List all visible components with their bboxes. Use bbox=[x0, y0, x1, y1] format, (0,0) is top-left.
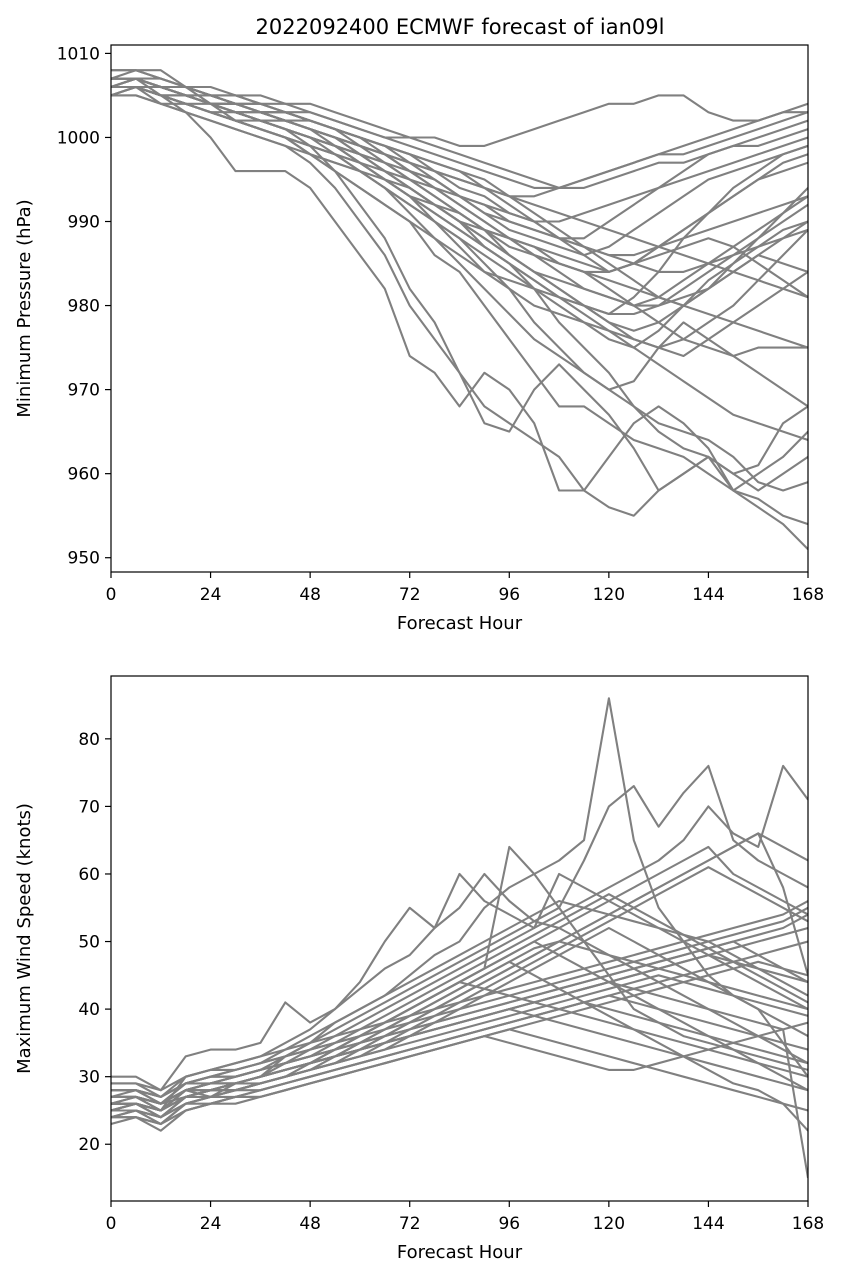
wind-series-line-27 bbox=[111, 866, 808, 1119]
pressure-axes-frame bbox=[110, 44, 809, 573]
pressure-series-group bbox=[111, 69, 808, 551]
pressure-series-line-25 bbox=[111, 77, 808, 189]
pressure-chart: 0 24 48 72 96 120 144 168 950 960 970 980 990 1000 101… bbox=[14, 44, 824, 634]
pressure-y-tick-label: 950 bbox=[68, 549, 100, 569]
wind-y-tick-label: 70 bbox=[78, 797, 100, 817]
pressure-x-tick-label: 48 bbox=[299, 585, 321, 605]
wind-x-tick-label: 48 bbox=[299, 1214, 321, 1234]
pressure-x-tick-label: 144 bbox=[692, 585, 724, 605]
wind-series-line-21 bbox=[111, 994, 808, 1119]
wind-y-tick-label: 30 bbox=[78, 1068, 100, 1088]
wind-series-line-24 bbox=[111, 926, 808, 1112]
wind-x-tick-label: 72 bbox=[399, 1214, 421, 1234]
wind-y-tick-label: 50 bbox=[78, 933, 100, 953]
figure-title: 2022092400 ECMWF forecast of ian09l bbox=[256, 15, 665, 39]
pressure-series-line-31 bbox=[111, 77, 808, 273]
wind-series-line-31 bbox=[111, 1028, 808, 1126]
wind-series-line-29 bbox=[111, 940, 808, 1098]
wind-x-tick-label: 96 bbox=[498, 1214, 520, 1234]
pressure-y-tick-label: 980 bbox=[68, 297, 100, 317]
pressure-x-tick-label: 168 bbox=[792, 585, 824, 605]
wind-chart: 0 24 48 72 96 120 144 168 20 30 40 50 60 70 80 Forecast… bbox=[14, 675, 824, 1263]
wind-series-group bbox=[111, 697, 808, 1179]
pressure-y-tick-label: 970 bbox=[68, 381, 100, 401]
wind-y-tick-label: 40 bbox=[78, 1000, 100, 1020]
wind-x-tick-label: 120 bbox=[593, 1214, 625, 1234]
wind-series-line-32 bbox=[111, 981, 808, 1179]
wind-x-tick-label: 144 bbox=[692, 1214, 724, 1234]
pressure-x-tick-label: 120 bbox=[593, 585, 625, 605]
pressure-x-tick-label: 0 bbox=[106, 585, 117, 605]
pressure-x-axis-label: Forecast Hour bbox=[397, 613, 523, 634]
wind-y-tick-label: 80 bbox=[78, 730, 100, 750]
pressure-y-tick-label: 1010 bbox=[57, 44, 100, 64]
pressure-series-line-3 bbox=[111, 77, 808, 526]
pressure-series-line-12 bbox=[111, 69, 808, 147]
pressure-series-line-30 bbox=[111, 94, 808, 223]
wind-y-tick-label: 60 bbox=[78, 865, 100, 885]
wind-x-tick-label: 0 bbox=[106, 1214, 117, 1234]
pressure-series-line-1 bbox=[111, 69, 808, 492]
wind-series-line-30 bbox=[111, 832, 808, 1105]
wind-x-axis-label: Forecast Hour bbox=[397, 1242, 523, 1263]
wind-x-tick-label: 24 bbox=[200, 1214, 222, 1234]
wind-x-tick-label: 168 bbox=[792, 1214, 824, 1234]
wind-y-axis-label: Maximum Wind Speed (knots) bbox=[14, 803, 35, 1074]
pressure-series-line-32 bbox=[111, 85, 808, 198]
wind-axes-frame bbox=[110, 675, 809, 1202]
wind-y-tick-label: 20 bbox=[78, 1135, 100, 1155]
pressure-x-tick-label: 72 bbox=[399, 585, 421, 605]
pressure-y-tick-label: 960 bbox=[68, 465, 100, 485]
pressure-y-tick-label: 990 bbox=[68, 213, 100, 233]
pressure-x-tick-label: 24 bbox=[200, 585, 222, 605]
pressure-x-tick-label: 96 bbox=[498, 585, 520, 605]
pressure-y-axis-label: Minimum Pressure (hPa) bbox=[14, 199, 35, 417]
pressure-y-tick-label: 1000 bbox=[57, 128, 100, 148]
